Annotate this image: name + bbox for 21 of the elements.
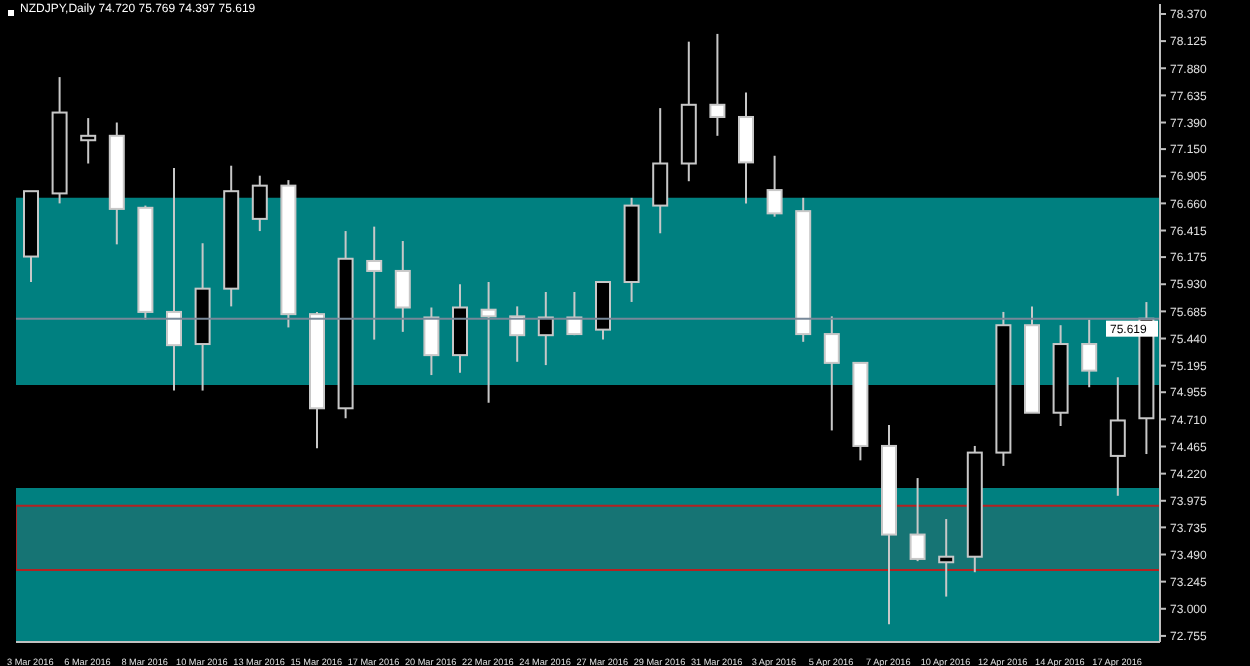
candlestick xyxy=(652,107,669,235)
candlestick xyxy=(394,240,411,333)
candlestick xyxy=(823,315,840,432)
candlestick xyxy=(566,290,583,337)
candlestick xyxy=(166,166,182,392)
candlestick xyxy=(709,32,726,137)
candlestick xyxy=(509,305,526,363)
candlestick xyxy=(452,283,468,374)
candlestick xyxy=(251,174,268,233)
candlestick xyxy=(80,117,97,165)
candlestick xyxy=(766,154,783,218)
candlestick xyxy=(595,281,611,341)
candlestick xyxy=(1109,376,1126,497)
candlestick xyxy=(480,281,497,404)
candlestick xyxy=(423,306,440,377)
candlestick xyxy=(1081,318,1098,389)
candlestick xyxy=(738,91,754,205)
candlestick xyxy=(366,225,383,341)
candlestick xyxy=(938,518,955,598)
candlestick xyxy=(537,290,554,367)
candlestick xyxy=(909,477,926,563)
